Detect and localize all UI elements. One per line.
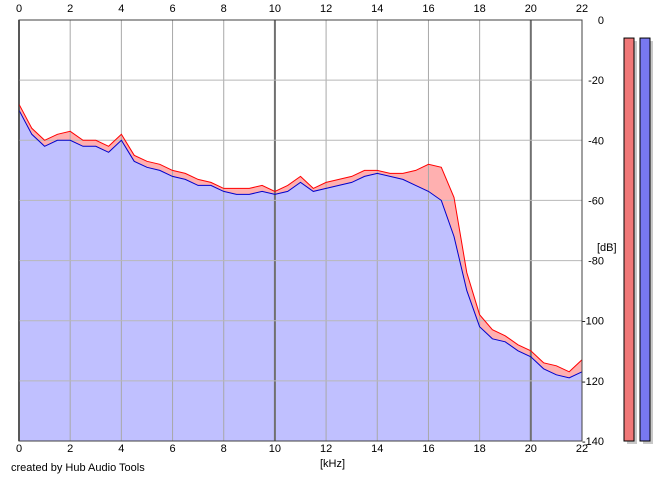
x-tick-label-top: 22 [576,3,588,15]
level-meter-bar [639,37,651,442]
x-tick-label-bottom: 18 [474,443,486,455]
x-tick-label-bottom: 14 [371,443,383,455]
x-tick-label-top: 20 [525,3,537,15]
x-tick-label-top: 4 [118,3,124,15]
x-tick-label-bottom: 12 [320,443,332,455]
x-tick-label-bottom: 20 [525,443,537,455]
x-tick-label-top: 8 [221,3,227,15]
x-tick-label-top: 12 [320,3,332,15]
y-tick-label: -80 [588,256,604,268]
x-tick-label-top: 0 [16,3,22,15]
series-fills [19,104,582,441]
series-lines [18,103,583,379]
x-tick-label-bottom: 2 [67,443,73,455]
y-tick-label: -40 [588,135,604,147]
y-tick-label: 0 [598,15,604,27]
y-axis-label: [dB] [597,242,617,254]
x-tick-label-bottom: 8 [221,443,227,455]
y-tick-label: -60 [588,195,604,207]
x-tick-label-bottom: 4 [118,443,124,455]
x-tick-label-top: 16 [422,3,434,15]
y-tick-label: -120 [582,376,604,388]
credit-text: created by Hub Audio Tools [11,462,145,474]
x-axis-label: [kHz] [320,458,345,470]
x-tick-label-bottom: 0 [16,443,22,455]
level-meter-bar [623,37,635,442]
x-tick-label-bottom: 16 [422,443,434,455]
x-tick-label-top: 14 [371,3,383,15]
series-fill-1 [19,110,582,441]
series-line-1 [18,109,583,379]
y-tick-label: -140 [582,436,604,448]
x-tick-label-top: 10 [269,3,281,15]
x-tick-label-bottom: 6 [169,443,175,455]
x-tick-label-top: 18 [474,3,486,15]
x-tick-label-bottom: 10 [269,443,281,455]
y-tick-label: -20 [588,75,604,87]
plot-frame [18,19,583,442]
series-line-0 [18,103,583,373]
x-tick-label-top: 2 [67,3,73,15]
y-tick-label: -100 [582,316,604,328]
tick-labels: 002244668810101212141416161818202022220-… [16,3,604,455]
x-tick-label-bottom: 22 [576,443,588,455]
level-meters [623,37,653,445]
x-tick-label-top: 6 [169,3,175,15]
